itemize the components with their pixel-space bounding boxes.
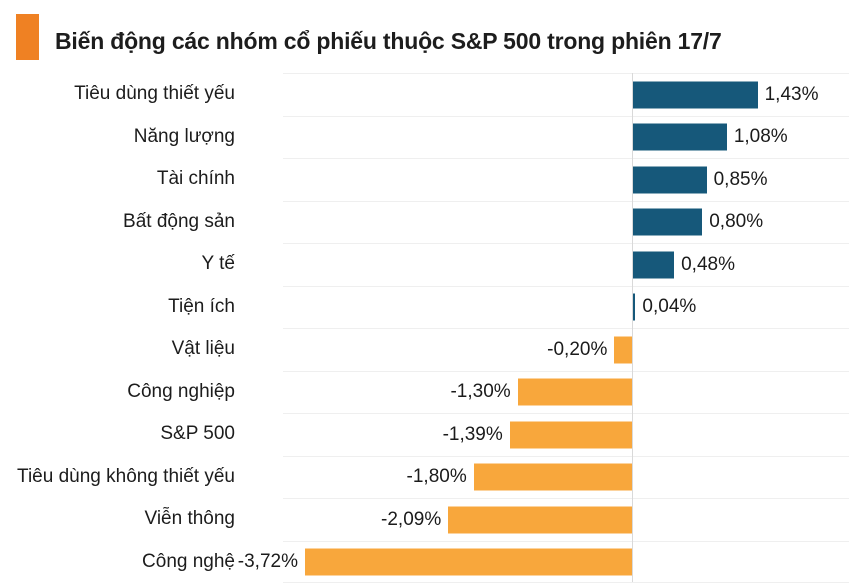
bar-positive (631, 81, 758, 109)
value-label: -1,39% (442, 423, 503, 445)
chart-row: Vật liệu -0,20% (0, 328, 849, 371)
category-label: Viễn thông (144, 508, 235, 530)
category-label: Tiêu dùng thiết yếu (74, 83, 235, 105)
category-label: Tiêu dùng không thiết yếu (17, 465, 235, 487)
value-label: -3,72% (237, 551, 298, 573)
chart-row: Tiêu dùng không thiết yếu -1,80% (0, 455, 849, 499)
bottom-gridline (283, 582, 849, 583)
bar-negative (509, 421, 632, 449)
value-label: 1,08% (733, 126, 788, 148)
chart-row: Tiêu dùng thiết yếu 1,43% (0, 73, 849, 116)
chart-row: S&P 500 -1,39% (0, 413, 849, 456)
chart-row: Công nghệ -3,72% (0, 540, 849, 584)
chart-row: Y tế 0,48% (0, 243, 849, 286)
chart-row: Tiện ích 0,04% (0, 285, 849, 329)
value-label: -1,80% (406, 466, 467, 488)
bar-positive (631, 208, 703, 236)
category-label: Tài chính (156, 168, 235, 190)
bar-positive (631, 166, 707, 194)
category-label: Công nghiệp (127, 380, 235, 402)
chart-row: Năng lượng 1,08% (0, 115, 849, 159)
category-label: Vật liệu (171, 338, 235, 360)
barh-chart-rows: Tiêu dùng thiết yếu 1,43% Năng lượng 1,08% T… (0, 73, 849, 583)
plot-cell: -2,09% (283, 498, 849, 541)
category-label: Y tế (201, 253, 235, 275)
value-label: -1,30% (450, 381, 511, 403)
bar-negative (304, 548, 632, 576)
value-label: 0,85% (713, 168, 768, 190)
plot-cell: 1,08% (283, 115, 849, 159)
chart-row: Bất động sản 0,80% (0, 200, 849, 244)
plot-cell: 0,85% (283, 158, 849, 201)
plot-cell: 0,48% (283, 243, 849, 286)
value-label: -0,20% (547, 338, 608, 360)
bar-positive (631, 123, 727, 151)
plot-cell: -1,30% (283, 370, 849, 414)
plot-cell: -1,80% (283, 455, 849, 499)
bar-positive (631, 251, 675, 279)
plot-cell: 0,80% (283, 200, 849, 244)
barh-chart: Tiêu dùng thiết yếu 1,43% Năng lượng 1,08% T… (0, 73, 849, 583)
value-label: 0,48% (681, 253, 735, 275)
zero-axis (631, 73, 633, 583)
category-label: S&P 500 (160, 423, 235, 445)
plot-cell: -3,72% (238, 540, 849, 584)
plot-cell: 0,04% (283, 285, 849, 329)
plot-cell: -1,39% (283, 413, 849, 456)
title-marker (16, 14, 39, 60)
value-label: -2,09% (381, 508, 442, 530)
bar-negative (448, 506, 632, 534)
bar-negative (517, 378, 632, 406)
category-label: Công nghệ (142, 550, 235, 572)
value-label: 0,80% (709, 211, 764, 233)
category-label: Bất động sản (123, 210, 235, 232)
chart-row: Tài chính 0,85% (0, 158, 849, 201)
plot-cell: -0,20% (283, 328, 849, 371)
category-label: Tiện ích (168, 295, 235, 317)
bar-negative (473, 463, 632, 491)
chart-title: Biến động các nhóm cổ phiếu thuộc S&P 50… (55, 28, 722, 54)
chart-row: Công nghiệp -1,30% (0, 370, 849, 414)
category-label: Năng lượng (133, 125, 235, 147)
chart-row: Viễn thông -2,09% (0, 498, 849, 541)
plot-cell: 1,43% (283, 73, 849, 116)
value-label: 1,43% (764, 83, 819, 105)
bar-negative (614, 336, 632, 364)
bar-positive (631, 293, 636, 321)
value-label: 0,04% (642, 296, 697, 318)
